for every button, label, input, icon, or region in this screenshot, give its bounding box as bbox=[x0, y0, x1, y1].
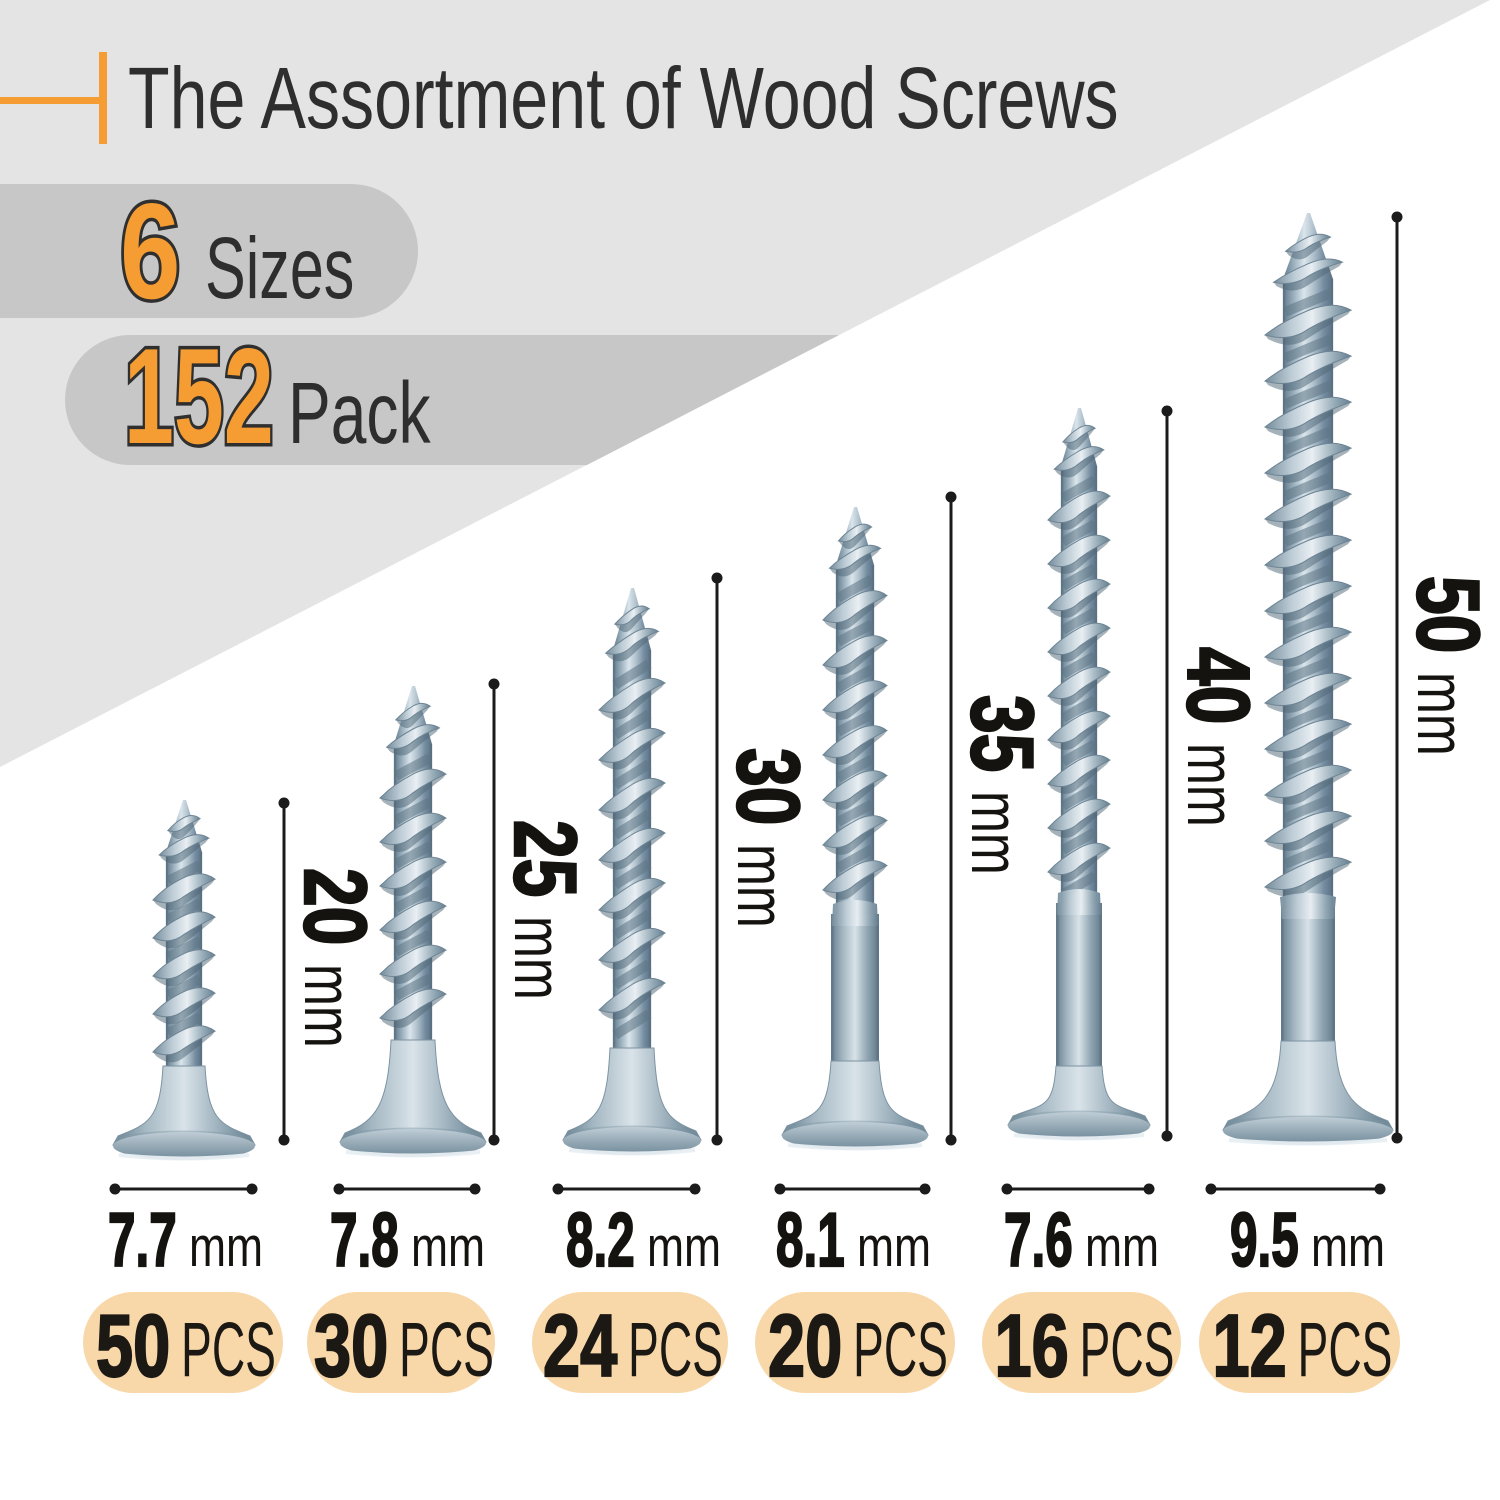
svg-text:PCS: PCS bbox=[181, 1308, 276, 1393]
svg-text:The Assortment of Wood Screws: The Assortment of Wood Screws bbox=[128, 49, 1119, 147]
svg-text:8.2: 8.2 bbox=[566, 1197, 635, 1282]
svg-text:mm: mm bbox=[189, 1215, 263, 1279]
svg-text:PCS: PCS bbox=[628, 1308, 723, 1393]
svg-text:mm: mm bbox=[1173, 743, 1249, 827]
svg-text:12: 12 bbox=[1213, 1296, 1287, 1395]
svg-text:mm: mm bbox=[500, 916, 576, 1000]
svg-text:7.7: 7.7 bbox=[108, 1197, 177, 1282]
svg-text:mm: mm bbox=[290, 964, 366, 1048]
svg-text:mm: mm bbox=[1403, 672, 1479, 756]
svg-text:Sizes: Sizes bbox=[205, 219, 354, 316]
svg-text:50: 50 bbox=[1399, 576, 1498, 653]
svg-text:152: 152 bbox=[124, 321, 274, 472]
svg-text:mm: mm bbox=[1085, 1215, 1159, 1279]
svg-text:PCS: PCS bbox=[1298, 1308, 1393, 1393]
svg-text:24: 24 bbox=[543, 1296, 617, 1395]
svg-text:mm: mm bbox=[723, 844, 799, 928]
svg-text:mm: mm bbox=[1311, 1215, 1385, 1279]
svg-text:mm: mm bbox=[857, 1215, 931, 1279]
svg-text:35: 35 bbox=[953, 695, 1052, 772]
svg-text:7.8: 7.8 bbox=[330, 1197, 399, 1282]
svg-text:30: 30 bbox=[719, 748, 818, 825]
svg-text:30: 30 bbox=[314, 1296, 388, 1395]
svg-text:Pack: Pack bbox=[288, 366, 431, 463]
svg-text:mm: mm bbox=[647, 1215, 721, 1279]
svg-text:8.1: 8.1 bbox=[776, 1197, 845, 1282]
svg-text:16: 16 bbox=[995, 1296, 1069, 1395]
svg-text:7.6: 7.6 bbox=[1004, 1197, 1073, 1282]
svg-text:40: 40 bbox=[1169, 647, 1268, 724]
svg-text:mm: mm bbox=[957, 791, 1033, 875]
svg-text:25: 25 bbox=[496, 820, 595, 897]
svg-text:6: 6 bbox=[120, 177, 181, 328]
svg-text:PCS: PCS bbox=[399, 1308, 494, 1393]
svg-text:mm: mm bbox=[411, 1215, 485, 1279]
svg-text:50: 50 bbox=[96, 1296, 170, 1395]
svg-text:20: 20 bbox=[286, 868, 385, 945]
svg-text:PCS: PCS bbox=[1080, 1308, 1175, 1393]
svg-text:9.5: 9.5 bbox=[1230, 1197, 1299, 1282]
svg-text:PCS: PCS bbox=[853, 1308, 948, 1393]
svg-text:20: 20 bbox=[768, 1296, 842, 1395]
